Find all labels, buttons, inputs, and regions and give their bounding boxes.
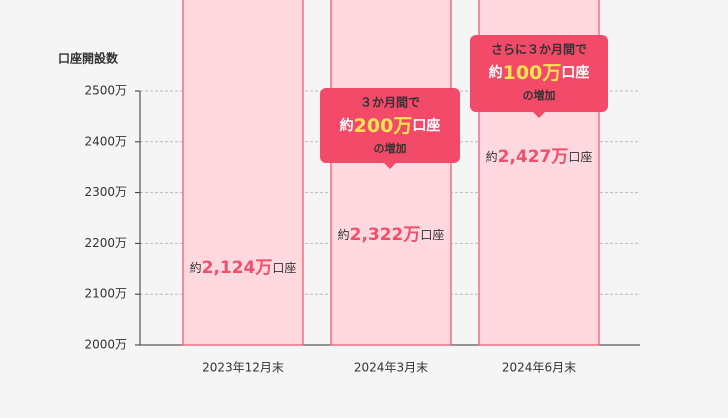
y-tick-label: 2000万 — [84, 338, 127, 352]
label-prefix: 約 — [486, 149, 498, 164]
label-suffix: 口座 — [272, 260, 296, 275]
y-axis-label: 口座開設数 — [58, 51, 119, 66]
callout-box — [470, 35, 608, 112]
label-value: 2,322万 — [350, 225, 421, 245]
callout-pointer — [384, 163, 396, 169]
y-tick-label: 2500万 — [84, 84, 127, 98]
amount-value: 200万 — [354, 115, 413, 137]
callout-amount: 約200万口座 — [340, 115, 441, 137]
callout-amount: 約100万口座 — [489, 62, 590, 84]
y-tick-label: 2200万 — [84, 236, 127, 250]
y-tick-label: 2100万 — [84, 287, 127, 301]
x-tick-label: 2024年6月末 — [502, 361, 576, 375]
callout-top: ３か月間で — [360, 96, 420, 110]
label-value: 2,427万 — [498, 147, 569, 167]
callout-bottom: の増加 — [523, 88, 556, 102]
label-prefix: 約 — [190, 260, 202, 275]
label-suffix: 口座 — [568, 149, 592, 164]
total-label: 約2,427万口座 — [486, 147, 593, 167]
amount-prefix: 約 — [489, 64, 503, 81]
y-tick-label: 2300万 — [84, 185, 127, 199]
label-suffix: 口座 — [420, 227, 444, 242]
x-tick-label: 2023年12月末 — [202, 361, 284, 375]
x-tick-label: 2024年3月末 — [354, 361, 428, 375]
callout-pointer — [533, 112, 545, 118]
amount-value: 100万 — [503, 62, 562, 84]
callout-top: さらに３か月間で — [491, 43, 587, 57]
bar — [182, 0, 304, 346]
y-tick-label: 2400万 — [84, 134, 127, 148]
callout-bottom: の増加 — [374, 141, 407, 155]
amount-suffix: 口座 — [412, 117, 440, 134]
label-prefix: 約 — [338, 227, 350, 242]
bar — [330, 0, 452, 346]
amount-prefix: 約 — [340, 117, 354, 134]
total-label: 約2,322万口座 — [338, 225, 445, 245]
callout-box — [320, 88, 460, 163]
amount-suffix: 口座 — [561, 64, 589, 81]
label-value: 2,124万 — [202, 258, 273, 278]
total-label: 約2,124万口座 — [190, 258, 297, 278]
